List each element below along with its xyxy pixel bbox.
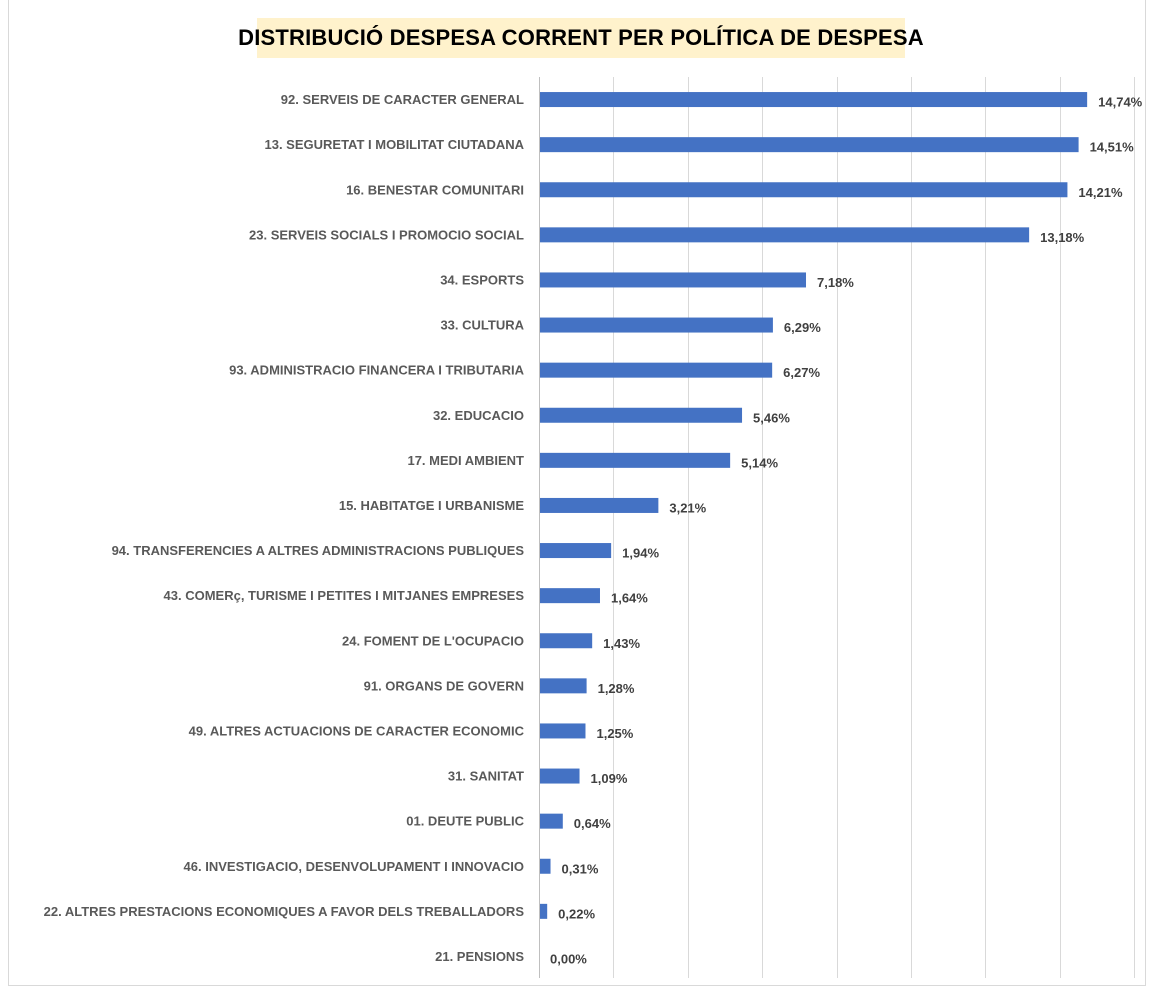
data-label: 6,29% <box>784 320 821 335</box>
data-label: 1,28% <box>598 681 635 696</box>
bar <box>540 182 1068 198</box>
bar <box>540 633 593 649</box>
data-label: 5,46% <box>753 410 790 425</box>
data-label: 1,94% <box>622 546 659 561</box>
bar <box>540 407 743 423</box>
category-label: 24. FOMENT DE L'OCUPACIO <box>342 633 524 648</box>
data-label: 1,09% <box>591 771 628 786</box>
category-label: 13. SEGURETAT I MOBILITAT CIUTADANA <box>264 137 524 152</box>
data-label: 0,64% <box>574 816 611 831</box>
category-label: 21. PENSIONS <box>435 949 524 964</box>
category-label: 31. SANITAT <box>448 769 524 784</box>
bars <box>540 92 1088 919</box>
category-label: 43. COMERç, TURISME I PETITES I MITJANES… <box>164 588 525 603</box>
bar <box>540 813 563 829</box>
category-label: 93. ADMINISTRACIO FINANCERA I TRIBUTARIA <box>229 363 525 378</box>
data-label: 7,18% <box>817 275 854 290</box>
gridlines <box>539 77 1135 978</box>
data-label: 1,25% <box>596 726 633 741</box>
data-label: 0,31% <box>562 861 599 876</box>
bar <box>540 452 731 468</box>
category-label: 92. SERVEIS DE CARACTER GENERAL <box>281 92 524 107</box>
category-label: 49. ALTRES ACTUACIONS DE CARACTER ECONOM… <box>189 723 525 738</box>
bar <box>540 678 587 694</box>
data-label: 13,18% <box>1040 230 1085 245</box>
category-label: 46. INVESTIGACIO, DESENVOLUPAMENT I INNO… <box>184 859 524 874</box>
category-label: 17. MEDI AMBIENT <box>407 453 524 468</box>
category-label: 34. ESPORTS <box>440 272 524 287</box>
data-label: 0,00% <box>550 951 587 966</box>
bar <box>540 903 548 919</box>
data-label: 5,14% <box>741 455 778 470</box>
data-label: 14,74% <box>1098 95 1143 110</box>
bar <box>540 588 600 604</box>
value-labels: 14,74% 14,51% 14,21% 13,18% 7,18% 6,29% 6,27% 5… <box>550 95 1143 967</box>
bar <box>540 497 659 513</box>
category-labels: 92. SERVEIS DE CARACTER GENERAL 13. SEGUR… <box>44 92 525 964</box>
data-label: 1,64% <box>611 591 648 606</box>
data-label: 3,21% <box>669 500 706 515</box>
bar <box>540 543 612 559</box>
category-label: 33. CULTURA <box>440 318 524 333</box>
bar <box>540 227 1030 243</box>
category-label: 32. EDUCACIO <box>433 408 524 423</box>
data-label: 1,43% <box>603 636 640 651</box>
data-label: 14,21% <box>1078 185 1123 200</box>
data-label: 0,22% <box>558 906 595 921</box>
category-label: 22. ALTRES PRESTACIONS ECONOMIQUES A FAV… <box>44 904 525 919</box>
bar <box>540 858 551 874</box>
data-label: 14,51% <box>1090 140 1135 155</box>
category-label: 94. TRANSFERENCIES A ALTRES ADMINISTRACI… <box>112 543 525 558</box>
data-label: 6,27% <box>783 365 820 380</box>
category-label: 15. HABITATGE I URBANISME <box>339 498 524 513</box>
bar <box>540 768 580 784</box>
bar <box>540 137 1079 153</box>
category-label: 16. BENESTAR COMUNITARI <box>346 182 524 197</box>
bar <box>540 723 586 739</box>
bar <box>540 272 807 288</box>
chart-title-box: DISTRIBUCIÓ DESPESA CORRENT PER POLÍTICA… <box>238 18 924 58</box>
bar <box>540 317 773 333</box>
category-label: 23. SERVEIS SOCIALS I PROMOCIO SOCIAL <box>249 227 524 242</box>
chart-frame <box>8 0 1146 986</box>
bar <box>540 362 773 378</box>
category-label: 91. ORGANS DE GOVERN <box>364 678 524 693</box>
chart-title: DISTRIBUCIÓ DESPESA CORRENT PER POLÍTICA… <box>238 25 924 50</box>
category-label: 01. DEUTE PUBLIC <box>406 814 524 829</box>
bar <box>540 92 1088 108</box>
